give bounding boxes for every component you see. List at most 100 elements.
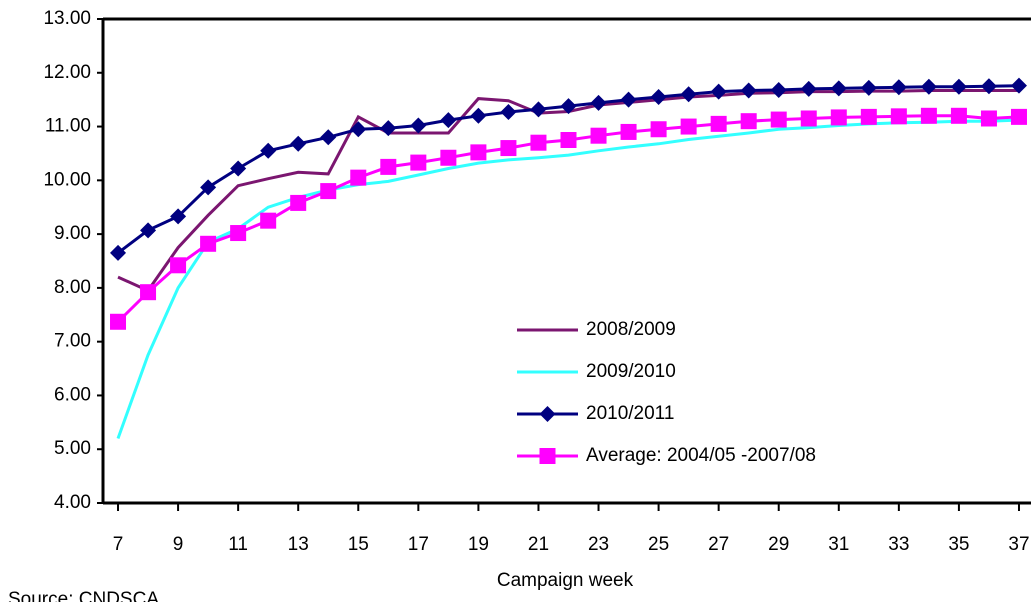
series-line (117, 89, 1019, 293)
data-point (290, 194, 307, 211)
data-point (170, 208, 187, 225)
data-point (320, 183, 337, 200)
data-point (980, 110, 997, 127)
data-point (800, 110, 817, 127)
data-point (410, 117, 427, 134)
data-point (530, 101, 547, 118)
data-point (260, 212, 277, 229)
x-tick-label: 19 (468, 534, 489, 555)
data-point (410, 154, 427, 171)
legend-marker (539, 448, 556, 464)
y-tick-label: 11.00 (45, 116, 91, 137)
y-tick-label: 9.00 (54, 223, 91, 244)
legend-label: 2010/2011 (586, 403, 674, 424)
y-tick-label: 7.00 (54, 331, 91, 352)
data-point (230, 225, 247, 242)
data-point (920, 107, 937, 124)
data-point (140, 222, 157, 239)
legend-label: Average: 2004/05 -2007/08 (586, 445, 816, 466)
data-point (590, 94, 607, 111)
x-tick-label: 17 (408, 534, 429, 555)
data-point (800, 80, 817, 97)
data-point (770, 111, 787, 128)
data-point (680, 86, 697, 103)
data-point (200, 179, 217, 196)
x-tick-label: 31 (828, 534, 849, 555)
x-tick-label: 37 (1008, 534, 1029, 555)
data-point (500, 104, 517, 121)
data-point (950, 78, 967, 95)
y-tick-label: 4.00 (54, 492, 91, 513)
x-axis-title: Campaign week (497, 570, 634, 591)
data-point (860, 79, 877, 96)
data-point (890, 108, 907, 125)
data-point (890, 79, 907, 96)
data-point (440, 112, 457, 129)
legend-label: 2008/2009 (586, 319, 676, 340)
data-point (170, 257, 187, 274)
y-tick-label: 6.00 (54, 384, 91, 405)
data-point (620, 123, 637, 140)
x-tick-label: 29 (768, 534, 789, 555)
data-point (650, 88, 667, 105)
source-note: Source: CNDSCA (8, 589, 159, 602)
x-tick-label: 7 (113, 534, 124, 555)
legend-marker (539, 406, 556, 422)
data-point (950, 107, 967, 124)
data-point (830, 80, 847, 97)
data-point (560, 98, 577, 115)
data-point (710, 83, 727, 100)
y-tick-label: 10.00 (43, 169, 91, 190)
data-point (860, 108, 877, 125)
data-point (980, 78, 997, 95)
data-point (920, 78, 937, 95)
data-point (710, 115, 727, 132)
data-point (110, 313, 127, 330)
y-tick-label: 13.00 (43, 8, 91, 29)
data-point (110, 244, 127, 261)
data-point (1010, 77, 1027, 94)
data-point (440, 149, 457, 166)
data-point (680, 118, 697, 135)
x-tick-label: 33 (888, 534, 909, 555)
data-point (260, 142, 277, 159)
x-tick-label: 21 (528, 534, 549, 555)
data-point (740, 82, 757, 99)
data-point (350, 169, 367, 186)
data-point (770, 81, 787, 98)
data-point (380, 120, 397, 137)
data-point (830, 109, 847, 126)
data-point (500, 140, 517, 157)
y-tick-label: 12.00 (43, 62, 91, 83)
x-tick-label: 23 (588, 534, 609, 555)
x-tick-label: 15 (348, 534, 369, 555)
data-point (140, 284, 157, 301)
data-point (200, 235, 217, 252)
data-point (620, 91, 637, 108)
y-tick-label: 5.00 (54, 438, 91, 459)
x-tick-label: 35 (948, 534, 969, 555)
data-point (470, 144, 487, 161)
data-point (560, 132, 577, 148)
x-tick-label: 11 (228, 534, 248, 555)
data-point (1010, 108, 1027, 125)
data-point (530, 134, 547, 151)
data-point (470, 107, 487, 124)
data-point (380, 158, 397, 175)
data-point (320, 129, 337, 146)
data-point (230, 160, 247, 177)
legend-label: 2009/2010 (586, 361, 676, 382)
x-tick-label: 25 (648, 534, 669, 555)
y-tick-label: 8.00 (54, 277, 91, 298)
x-tick-label: 13 (288, 534, 309, 555)
data-point (650, 121, 667, 138)
data-point (740, 113, 757, 130)
data-point (350, 121, 367, 138)
data-point (290, 135, 307, 152)
data-point (590, 127, 607, 144)
x-tick-label: 27 (708, 534, 729, 555)
series-line (116, 118, 1020, 440)
x-tick-label: 9 (173, 534, 184, 555)
